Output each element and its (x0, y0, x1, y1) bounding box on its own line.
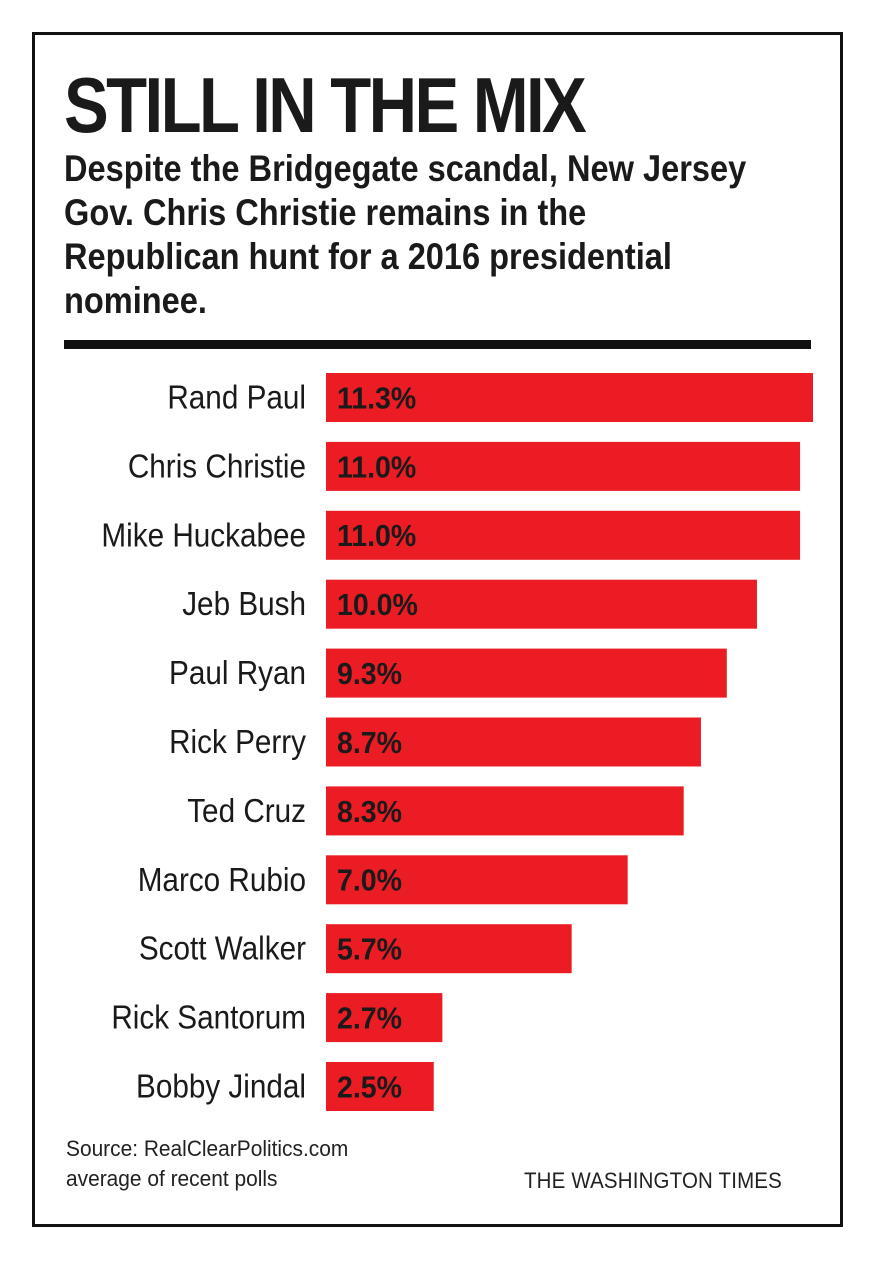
category-label: Rick Perry (169, 724, 306, 761)
value-label: 9.3% (337, 657, 402, 691)
source-line-2: average of recent polls (66, 1166, 278, 1191)
source-line-1: Source: RealClearPolitics.com (66, 1136, 349, 1161)
value-label: 8.3% (337, 795, 402, 829)
bar-paul-ryan (326, 648, 727, 698)
bar-rick-santorum (326, 993, 443, 1043)
category-label: Bobby Jindal (136, 1068, 306, 1105)
category-label: Scott Walker (139, 930, 306, 967)
category-label: Marco Rubio (138, 861, 306, 898)
category-label: Mike Huckabee (101, 517, 306, 554)
value-label: 10.0% (337, 588, 418, 622)
category-label: Rand Paul (167, 379, 306, 416)
bar-mike-huckabee (326, 510, 801, 560)
value-label: 11.3% (337, 381, 416, 415)
bar-scott-walker (326, 924, 572, 974)
chart-title: STILL IN THE MIX (64, 61, 587, 149)
value-label: 5.7% (337, 933, 402, 967)
value-label: 11.0% (337, 450, 416, 484)
value-label: 2.5% (337, 1070, 402, 1104)
value-label: 2.7% (337, 1001, 402, 1035)
value-label: 11.0% (337, 519, 416, 553)
category-label: Ted Cruz (187, 793, 306, 830)
chart-subtitle: Despite the Bridgegate scandal, New Jers… (64, 148, 747, 321)
category-label: Paul Ryan (169, 655, 306, 692)
bar-marco-rubio (326, 855, 628, 905)
value-label: 8.7% (337, 726, 402, 760)
chart-frame (32, 32, 843, 1227)
bar-bobby-jindal (326, 1062, 434, 1111)
bar-rick-perry (326, 717, 701, 767)
bar-ted-cruz (326, 786, 684, 836)
bar-chris-christie (326, 441, 801, 491)
category-label: Chris Christie (128, 448, 306, 485)
publisher-credit: THE WASHINGTON TIMES (524, 1168, 782, 1193)
category-label: Jeb Bush (182, 586, 306, 623)
title-rule (64, 340, 811, 349)
category-label: Rick Santorum (111, 999, 306, 1036)
value-label: 7.0% (337, 864, 402, 898)
source-note: Source: RealClearPolitics.com average of… (66, 1134, 348, 1194)
bar-jeb-bush (326, 579, 757, 629)
bar-rand-paul (326, 373, 813, 422)
